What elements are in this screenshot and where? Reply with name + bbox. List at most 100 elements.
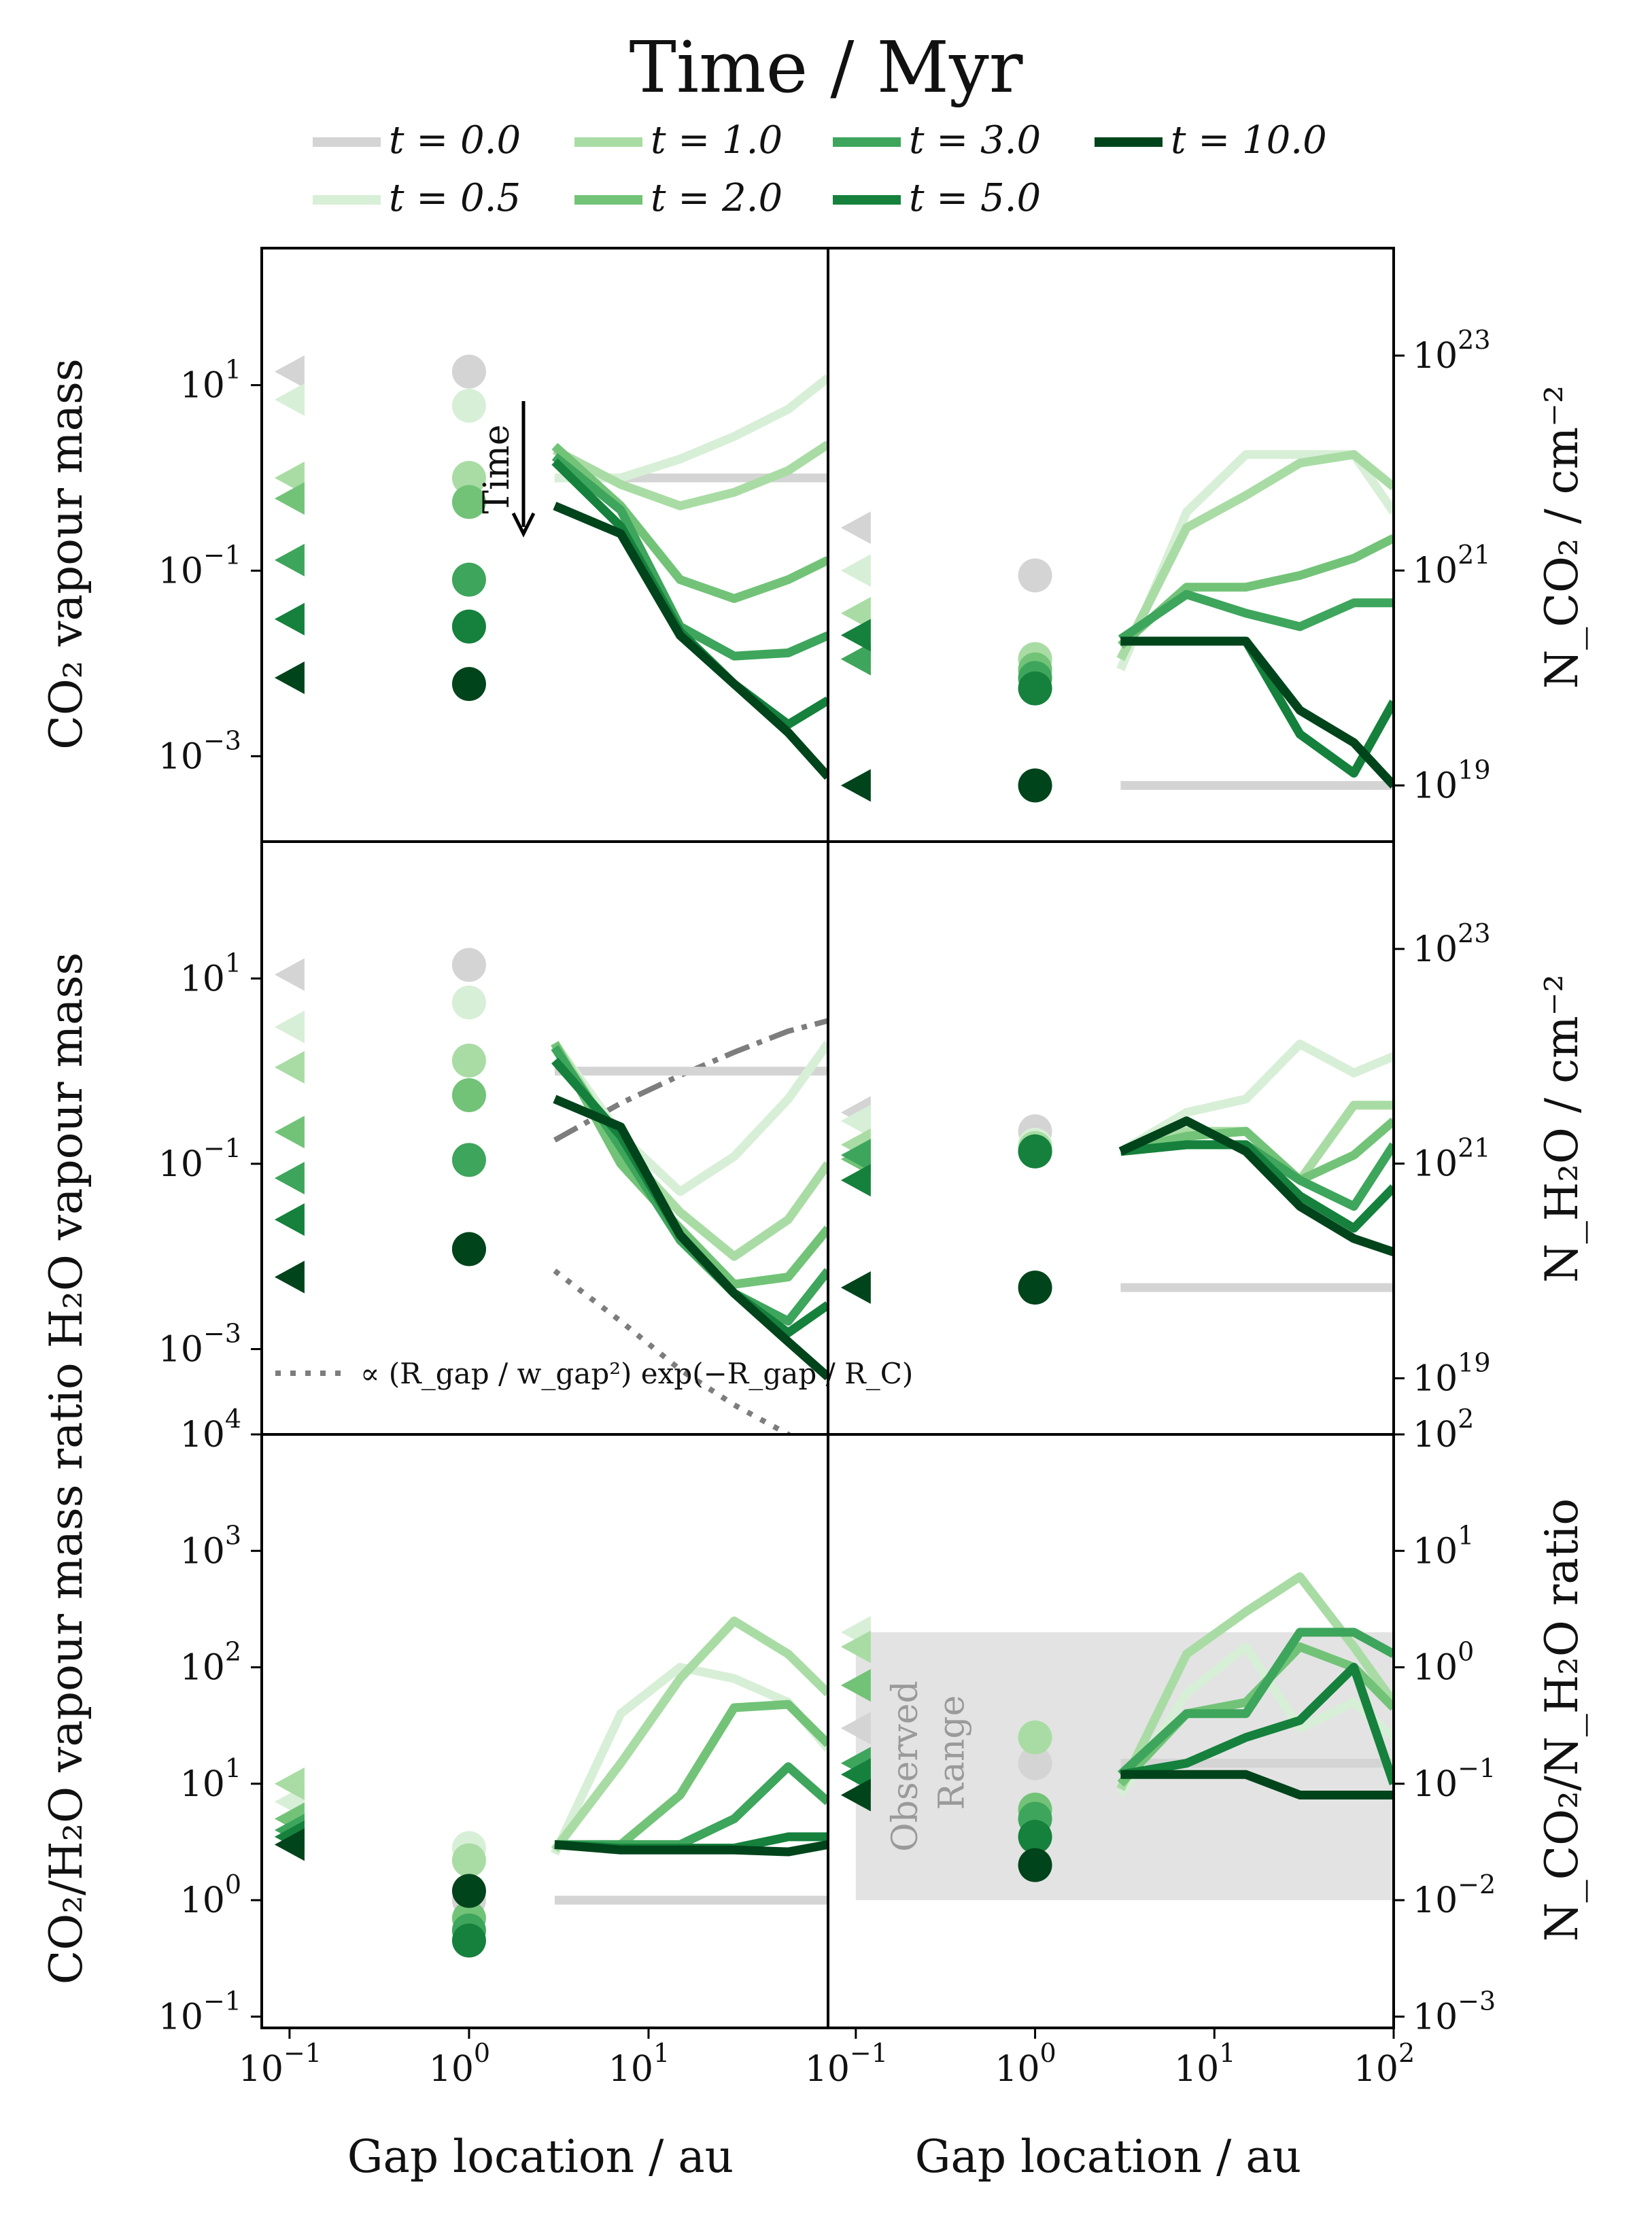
series-line-2.0 [551, 1041, 828, 1289]
panel-mid-right: 1023 1021 1019 [827, 840, 1491, 1436]
series-line-0.5 [554, 374, 828, 483]
circle-marker [1018, 558, 1052, 593]
x-tick-label: 100 [429, 2038, 490, 2090]
circle-marker [451, 354, 486, 389]
series-line-1.0 [551, 1616, 828, 1853]
time-arrow: Time [477, 401, 536, 538]
circle-marker [451, 667, 486, 702]
triangle-marker [840, 1630, 871, 1664]
x-tick-exp: 1 [1219, 2038, 1235, 2068]
circle-marker [1018, 1819, 1052, 1854]
series-line-0.5 [1116, 1642, 1394, 1797]
ylabel-right-row3: N_CO₂/N_H₂O ratio [1536, 1498, 1588, 1942]
legend-label: t = 0.0 [389, 118, 521, 162]
y-tick-exp: 4 [225, 1404, 241, 1434]
y-tick-label: 101 [180, 355, 241, 407]
y-tick-exp: 0 [1458, 1637, 1474, 1667]
triangle-marker [274, 1203, 305, 1236]
panel-plot-area [840, 450, 1394, 803]
y-tick-label: 1019 [1413, 755, 1491, 806]
time-arrow-label: Time [477, 424, 517, 513]
series-line-10.0 [554, 1840, 828, 1857]
series-line-3.0 [551, 453, 828, 661]
y-tick-label: 103 [180, 1520, 241, 1572]
triangle-marker [274, 1767, 305, 1800]
y-tick-exp: 19 [1458, 1347, 1490, 1377]
y-tick-label: 10−1 [158, 1133, 241, 1185]
panel-mid-left: 101 10−1 10−3 [158, 840, 829, 1436]
y-tick-exp: 2 [225, 1637, 241, 1667]
series-line-3.0 [1118, 589, 1394, 643]
panel-frame [260, 1433, 829, 2029]
circle-marker [1018, 1134, 1052, 1169]
series-line-0.5 [1118, 1039, 1394, 1156]
panel-frame [827, 247, 1395, 843]
panel-plot-area [274, 354, 828, 780]
y-tick-exp: 23 [1458, 325, 1490, 355]
y-tick-exp: −1 [203, 1133, 241, 1163]
y-tick-exp: 3 [225, 1520, 241, 1550]
dashdot-curve [553, 1018, 828, 1143]
triangle-marker [274, 661, 305, 695]
triangle-marker [840, 597, 871, 630]
x-tick-label: 101 [608, 2038, 670, 2090]
y-tick-exp: −3 [1458, 1986, 1496, 2016]
y-tick-label: 10−2 [1413, 1869, 1496, 1921]
triangle-marker [274, 602, 305, 636]
y-tick-label: 102 [1413, 1404, 1474, 1455]
triangle-marker [840, 1778, 871, 1812]
triangle-marker [274, 1050, 305, 1084]
triangle-marker [840, 511, 871, 545]
y-tick-exp: −3 [203, 1318, 241, 1348]
legend-label: t = 0.5 [389, 176, 521, 220]
triangle-marker [840, 619, 871, 652]
panel-frame [260, 247, 829, 843]
circle-marker [451, 485, 486, 519]
circle-marker [1018, 1271, 1052, 1305]
x-tick-exp: 0 [474, 2038, 490, 2068]
y-tick-label: 10−3 [1413, 1986, 1496, 2037]
series-line-10.0 [1118, 1116, 1394, 1256]
circle-marker [451, 461, 486, 496]
triangle-marker [274, 1260, 305, 1294]
y-tick-exp: 0 [225, 1869, 241, 1899]
triangle-marker [840, 769, 871, 802]
triangle-marker [274, 1010, 305, 1044]
circle-marker [1018, 671, 1052, 706]
xlabel-left: Gap location / au [347, 2131, 734, 2183]
triangle-marker [840, 1164, 871, 1197]
x-tick-label: 102 [1354, 2038, 1415, 2090]
time-arrow-head [511, 512, 536, 538]
legend-label: t = 5.0 [909, 176, 1041, 220]
ylabel-right-row2: N_H₂O / cm⁻² [1536, 974, 1588, 1283]
series-line-10.0 [553, 1095, 828, 1381]
y-tick-label: 100 [1413, 1637, 1474, 1689]
panel-plot-area [840, 1039, 1394, 1305]
circle-marker [1018, 1746, 1052, 1780]
series-line-2.0 [1119, 1117, 1394, 1185]
formula-text: ∝ (R_gap / w_gap²) exp(−R_gap / R_C) [360, 1357, 913, 1390]
circle-marker [451, 1044, 486, 1078]
triangle-marker [840, 1712, 871, 1745]
triangle-marker [274, 1162, 305, 1195]
y-tick-label: 104 [180, 1404, 241, 1455]
circle-marker [1018, 768, 1052, 803]
triangle-marker [840, 1104, 871, 1137]
circle-marker [451, 388, 486, 423]
x-tick-label: 10−1 [805, 2038, 888, 2090]
panel-top-right: 1023 1021 1019 [827, 247, 1491, 843]
y-tick-exp: 1 [225, 1753, 241, 1783]
series-line-3.0 [1117, 1627, 1394, 1778]
x-tick-exp: 1 [653, 2038, 670, 2068]
y-tick-exp: 2 [1458, 1404, 1474, 1434]
triangle-marker [840, 1271, 871, 1305]
y-tick-exp: 1 [225, 355, 241, 385]
panel-frame [827, 840, 1395, 1436]
y-tick-label: 1021 [1413, 540, 1491, 591]
y-tick-exp: 23 [1458, 918, 1490, 948]
circle-marker [451, 985, 486, 1020]
panel-top-left: 101 10−1 10−3 [158, 247, 829, 843]
y-tick-label: 1021 [1413, 1133, 1491, 1185]
series-line-1.0 [1116, 1572, 1394, 1791]
